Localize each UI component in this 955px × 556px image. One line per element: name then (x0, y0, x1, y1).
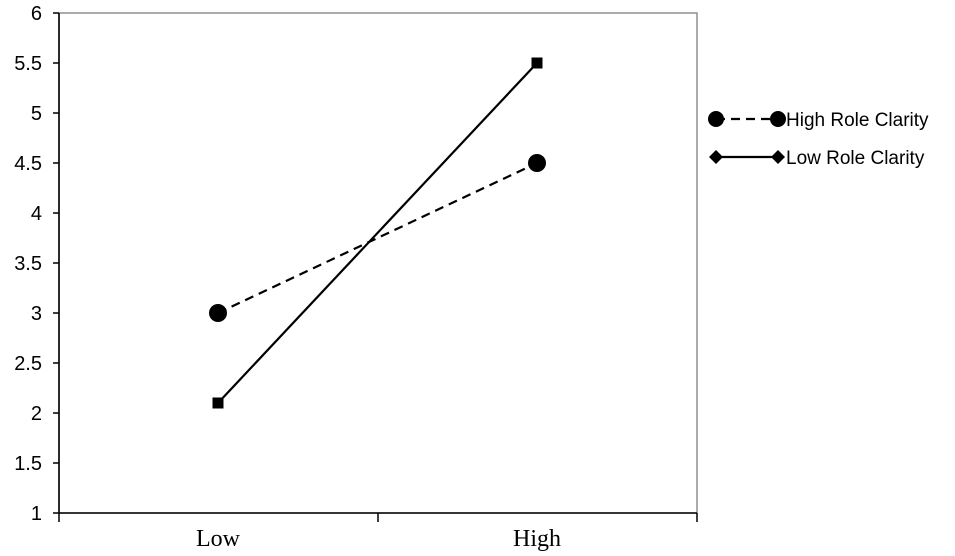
y-tick-label: 3 (31, 303, 42, 325)
legend-marker-low-role-clarity (709, 150, 723, 164)
series-line-low-role-clarity (217, 62, 538, 404)
legend-marker-high-role-clarity (770, 111, 786, 127)
x-tick-label: Low (196, 526, 241, 552)
y-tick-label: 5.5 (14, 53, 42, 75)
y-tick-label: 4.5 (14, 153, 42, 175)
legend-marker-high-role-clarity (708, 111, 724, 127)
series-high-role-clarity (209, 154, 546, 322)
legend-label-low-role-clarity: Low Role Clarity (786, 148, 925, 169)
plot-border (58, 12, 698, 514)
series-low-role-clarity (212, 57, 543, 409)
data-point-low-role-clarity (531, 57, 543, 69)
series-line-high-role-clarity (217, 162, 538, 314)
y-tick-label: 2 (31, 403, 42, 425)
y-tick-label: 2.5 (14, 353, 42, 375)
plot-frame (58, 12, 698, 514)
y-tick-label: 4 (31, 203, 42, 225)
y-tick-label: 3.5 (14, 253, 42, 275)
data-point-low-role-clarity (212, 397, 224, 409)
y-tick-label: 6 (31, 3, 42, 25)
legend-entry-low-role-clarity: Low Role Clarity (709, 148, 925, 169)
series-layer (209, 57, 546, 409)
legend: High Role Clarity Low Role Clarity (708, 110, 929, 169)
legend-marker-low-role-clarity (771, 150, 785, 164)
x-tick-label: High (513, 526, 561, 552)
x-axis: Low High (58, 512, 698, 552)
y-axis: 1 1.5 2 2.5 3 3.5 4 4.5 5 5.5 6 (14, 3, 60, 525)
legend-label-high-role-clarity: High Role Clarity (786, 110, 929, 131)
y-tick-label: 1.5 (14, 453, 42, 475)
data-point-high-role-clarity (528, 154, 546, 172)
y-tick-label: 1 (31, 503, 42, 525)
data-point-high-role-clarity (209, 304, 227, 322)
y-tick-label: 5 (31, 103, 42, 125)
legend-entry-high-role-clarity: High Role Clarity (708, 110, 929, 131)
